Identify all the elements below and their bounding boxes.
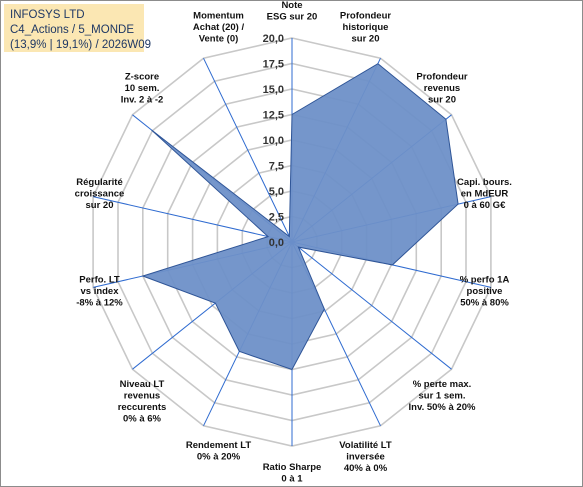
axis-label-5: % perte max. sur 1 sem. Inv. 50% à 20% xyxy=(409,379,476,413)
axis-label-11-line-1: croissance xyxy=(75,188,125,199)
axis-label-4-line-2: 50% à 80% xyxy=(460,298,509,309)
axis-label-12: Z-score 10 sem. Inv. 2 à -2 xyxy=(121,71,164,105)
axis-label-1: Profondeur historique sur 20 xyxy=(340,10,391,44)
axis-label-8-line-1: 0% à 20% xyxy=(197,452,241,463)
axis-label-10-line-1: vs index xyxy=(80,286,119,297)
axis-label-4: % perfo 1A positive 50% à 80% xyxy=(460,275,510,309)
axis-label-0: Note ESG sur 20 xyxy=(267,1,318,23)
axis-label-10-line-0: Perfo. LT xyxy=(79,275,120,286)
axis-label-2: Profondeur revenus sur 20 xyxy=(416,71,467,105)
axis-label-9-line-1: revenus xyxy=(124,391,160,402)
axis-label-3-line-0: Capi. bours. xyxy=(457,177,512,188)
security-category: C4_Actions / 5_MONDE xyxy=(10,24,134,36)
axis-label-3-line-1: en MdEUR xyxy=(461,188,509,199)
tick-label-4: 10,0 xyxy=(263,135,284,147)
axis-label-10: Perfo. LT vs index -8% à 12% xyxy=(76,275,123,309)
axis-label-10-line-2: -8% à 12% xyxy=(76,298,123,309)
axis-label-12-line-1: 10 sem. xyxy=(125,83,160,94)
spoke-13 xyxy=(203,57,293,243)
axis-label-11-line-0: Régularité xyxy=(76,177,122,188)
axis-label-13-line-0: Momentum xyxy=(193,10,244,21)
tick-label-1: 2,5 xyxy=(269,212,284,224)
axis-label-4-line-0: % perfo 1A xyxy=(460,275,510,286)
tick-label-8: 20,0 xyxy=(263,33,284,45)
axis-label-1-line-0: Profondeur xyxy=(340,10,391,21)
axis-label-9: Niveau LT revenus reccurents 0% à 6% xyxy=(118,379,167,425)
axis-label-9-line-2: reccurents xyxy=(118,402,167,413)
security-performance-week: (13,9% | 19,1%) / 2026W09 xyxy=(10,39,152,51)
axis-label-4-line-1: positive xyxy=(467,286,503,297)
axis-label-5-line-2: Inv. 50% à 20% xyxy=(409,402,476,413)
axis-label-2-line-1: revenus xyxy=(424,83,460,94)
security-info-box: INFOSYS LTD C4_Actions / 5_MONDE (13,9% … xyxy=(4,4,152,52)
axis-label-3: Capi. bours. en MdEUR 0 à 60 G€ xyxy=(457,177,512,211)
security-name: INFOSYS LTD xyxy=(10,9,85,21)
axis-label-1-line-2: sur 20 xyxy=(352,33,380,44)
axis-label-0-line-0: Note xyxy=(281,1,302,11)
spoke-5 xyxy=(291,241,452,370)
axis-label-6: Volatilité LT inversée 40% à 0% xyxy=(339,440,392,474)
tick-label-3: 7,5 xyxy=(269,161,284,173)
spoke-11 xyxy=(92,196,293,243)
tick-label-6: 15,0 xyxy=(263,84,284,96)
axis-label-11: Régularité croissance sur 20 xyxy=(75,177,125,211)
tick-label-5: 12,5 xyxy=(263,110,284,122)
axis-label-9-line-3: 0% à 6% xyxy=(123,414,162,425)
axis-label-8: Rendement LT 0% à 20% xyxy=(186,440,251,463)
axis-label-6-line-1: inversée xyxy=(346,452,385,463)
radial-tick-labels: 0,0 2,5 5,0 7,5 10,0 12,5 15,0 17,5 20,0 xyxy=(263,33,284,249)
axis-label-7-line-1: 0 à 1 xyxy=(281,474,303,485)
axis-label-2-line-2: sur 20 xyxy=(428,94,456,105)
axis-label-13: Momentum Achat (20) / Vente (0) xyxy=(193,10,245,44)
series-area xyxy=(141,63,459,371)
axis-label-11-line-2: sur 20 xyxy=(86,200,114,211)
tick-label-2: 5,0 xyxy=(269,186,284,198)
axis-label-9-line-0: Niveau LT xyxy=(120,379,165,390)
axis-label-2-line-0: Profondeur xyxy=(416,71,467,82)
axis-label-1-line-1: historique xyxy=(343,22,389,33)
axis-label-12-line-0: Z-score xyxy=(125,71,159,82)
axis-label-0-line-1: ESG sur 20 xyxy=(267,12,318,23)
axis-label-13-line-2: Vente (0) xyxy=(199,33,239,44)
axis-label-5-line-1: sur 1 sem. xyxy=(419,391,466,402)
axis-label-8-line-0: Rendement LT xyxy=(186,440,251,451)
axis-label-13-line-1: Achat (20) / xyxy=(193,22,245,33)
radar-series xyxy=(141,63,459,371)
tick-label-0: 0,0 xyxy=(269,237,284,249)
tick-label-7: 17,5 xyxy=(263,59,284,71)
axis-label-12-line-2: Inv. 2 à -2 xyxy=(121,94,164,105)
axis-label-5-line-0: % perte max. xyxy=(413,379,472,390)
axis-label-6-line-2: 40% à 0% xyxy=(344,463,388,474)
axis-label-7-line-0: Ratio Sharpe xyxy=(263,462,322,473)
axis-label-3-line-2: 0 à 60 G€ xyxy=(464,200,506,211)
axis-label-7: Ratio Sharpe 0 à 1 xyxy=(263,462,322,485)
axis-label-6-line-0: Volatilité LT xyxy=(339,440,392,451)
axis-labels: Note ESG sur 20 Profondeur historique sur 20… xyxy=(75,1,512,485)
